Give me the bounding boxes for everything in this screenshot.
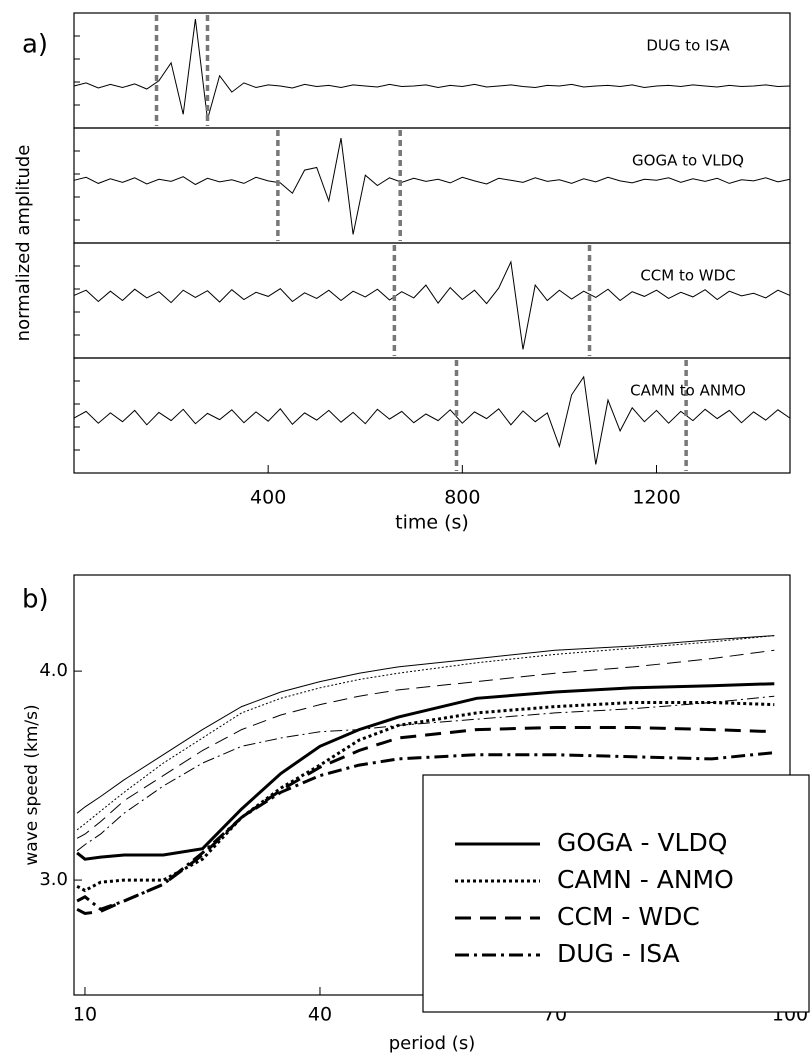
legend-label: CCM - WDC (557, 902, 700, 931)
trace-label: GOGA to VLDQ (632, 152, 744, 170)
trace-label: CAMN to ANMO (630, 382, 746, 400)
legend-box (422, 774, 810, 1013)
x-tick-label: 1200 (632, 487, 680, 509)
y-axis-label: wave speed (km/s) (22, 704, 42, 865)
panel-label: a) (22, 30, 48, 60)
y-tick-label: 4.0 (39, 660, 68, 681)
trace (73, 260, 791, 350)
x-tick-label: 10 (73, 1004, 97, 1026)
panel-label: b) (22, 585, 49, 615)
trace-panel (73, 12, 791, 129)
trace-label: CCM to WDC (640, 267, 735, 285)
x-tick-label: 400 (250, 487, 286, 509)
x-tick-label: 800 (444, 487, 480, 509)
line-series (76, 635, 775, 814)
line-series (76, 682, 775, 861)
legend-label: CAMN - ANMO (557, 865, 734, 894)
y-axis-label: normalized amplitude (13, 145, 34, 342)
trace-panel (73, 357, 791, 474)
x-axis-label: time (s) (395, 512, 469, 534)
line-series (76, 649, 775, 839)
line-series (76, 695, 775, 852)
trace (73, 138, 791, 235)
x-tick-label: 40 (308, 1004, 332, 1026)
trace-panel (73, 242, 791, 359)
y-tick-label: 3.0 (39, 869, 68, 890)
line-series (76, 726, 775, 916)
trace (73, 18, 791, 120)
line-series (76, 701, 775, 893)
trace-panel (73, 127, 791, 244)
line-series (76, 635, 775, 831)
x-axis-label: period (s) (389, 1033, 475, 1054)
legend-label: DUG - ISA (557, 939, 680, 968)
trace-label: DUG to ISA (646, 37, 730, 55)
trace (73, 375, 791, 465)
legend-label: GOGA - VLDQ (557, 828, 727, 857)
